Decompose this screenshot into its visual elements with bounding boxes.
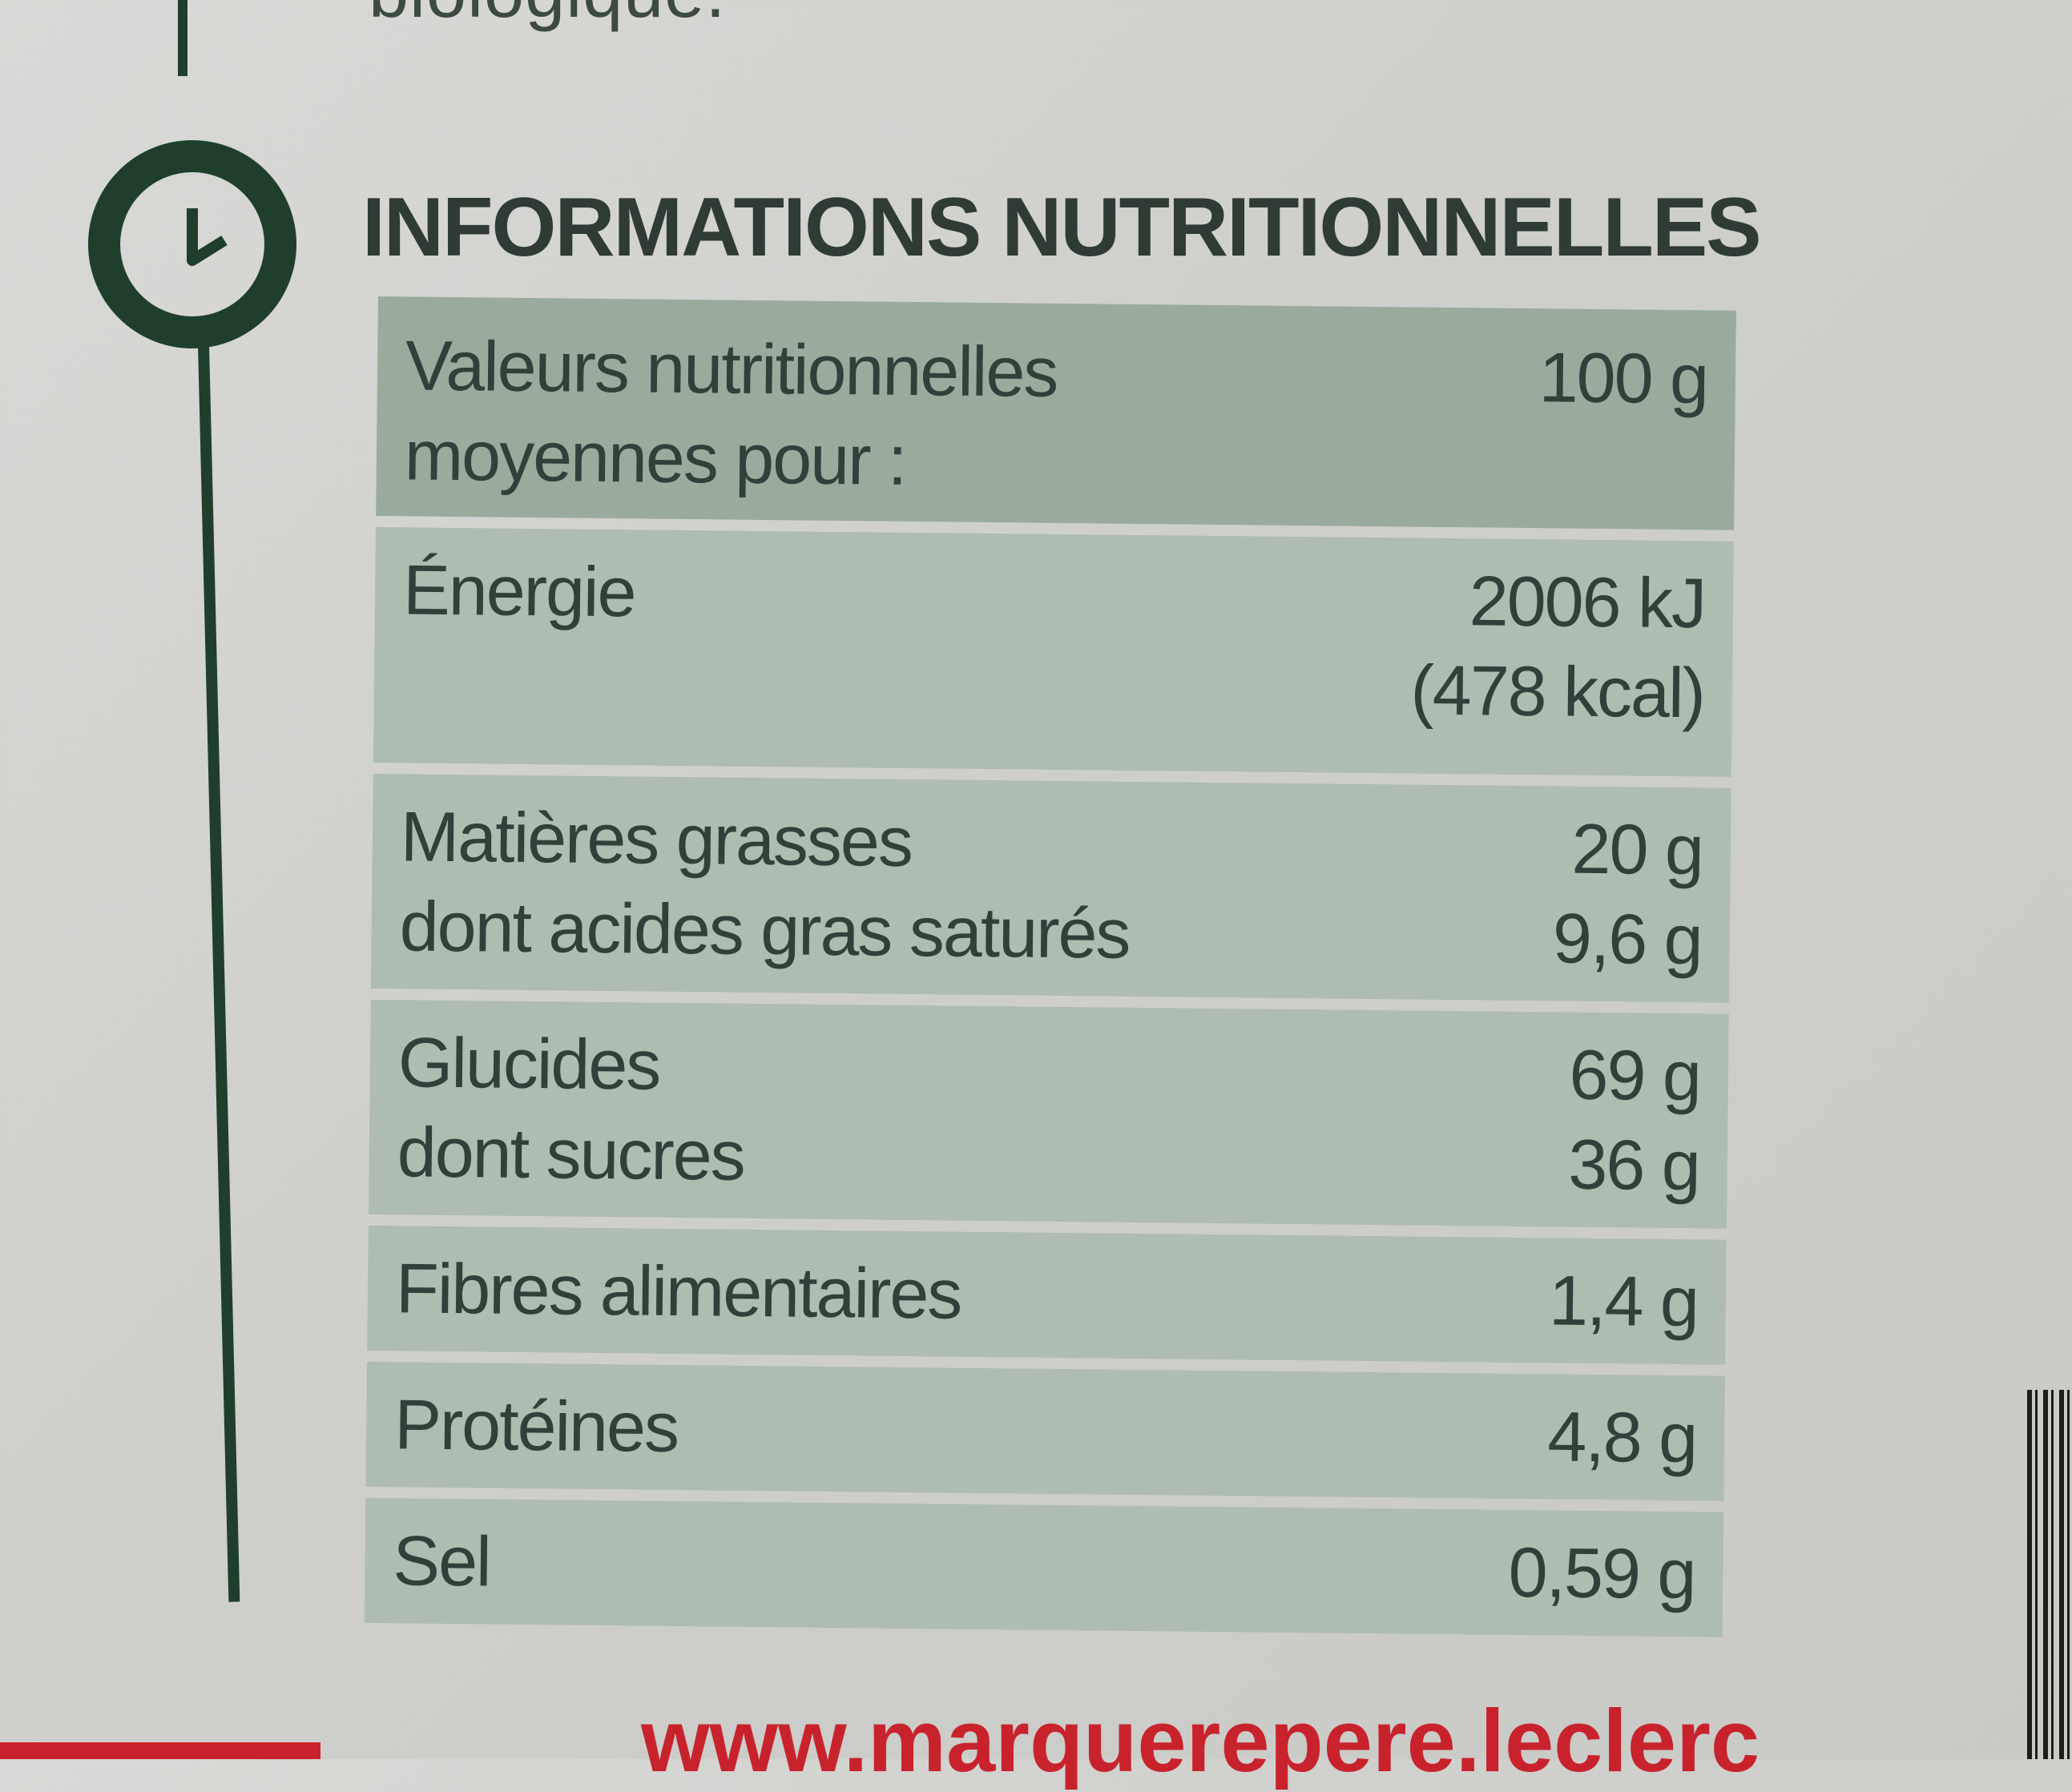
row-value: 1,4 g — [1548, 1260, 1699, 1342]
row-value: 2006 kJ (478 kcal) — [1410, 561, 1706, 733]
timeline-vertical-line — [198, 344, 240, 1602]
row-value: 4,8 g — [1546, 1396, 1697, 1478]
clock-icon — [88, 140, 296, 348]
table-header-row: Valeurs nutritionnelles moyennes pour : … — [376, 296, 1736, 530]
top-text-fragment: biologique. — [369, 0, 726, 34]
table-row-proteins: Protéines 4,8 g — [365, 1361, 1725, 1501]
header-value: 100 g — [1538, 337, 1708, 419]
row-label: Sel — [392, 1520, 491, 1601]
header-label: Valeurs nutritionnelles moyennes pour : — [404, 325, 1058, 500]
table-row-energy: Énergie 2006 kJ (478 kcal) — [373, 526, 1734, 777]
timeline-top-segment — [178, 0, 187, 76]
bottom-url-fragment: www.marquerepere.leclerc — [641, 1692, 1760, 1790]
row-label: Glucides dont sucres — [397, 1022, 745, 1195]
row-value: 69 g 36 g — [1567, 1034, 1701, 1206]
row-label: Protéines — [393, 1384, 679, 1467]
nutrition-table: Valeurs nutritionnelles moyennes pour : … — [364, 296, 1736, 1649]
table-row-salt: Sel 0,59 g — [364, 1497, 1724, 1637]
table-row-fibres: Fibres alimentaires 1,4 g — [367, 1225, 1727, 1365]
bottom-red-fragment — [0, 1742, 320, 1759]
section-heading: INFORMATIONS NUTRITIONNELLES — [362, 181, 1762, 274]
table-row-fats: Matières grasses dont acides gras saturé… — [370, 773, 1731, 1003]
row-label: Matières grasses dont acides gras saturé… — [399, 796, 1131, 973]
row-value: 0,59 g — [1508, 1532, 1695, 1614]
row-label: Fibres alimentaires — [395, 1248, 961, 1334]
row-value: 20 g 9,6 g — [1552, 808, 1703, 980]
barcode — [2027, 1390, 2072, 1759]
row-label: Énergie — [402, 550, 636, 632]
table-row-carbs: Glucides dont sucres 69 g 36 g — [368, 999, 1729, 1229]
